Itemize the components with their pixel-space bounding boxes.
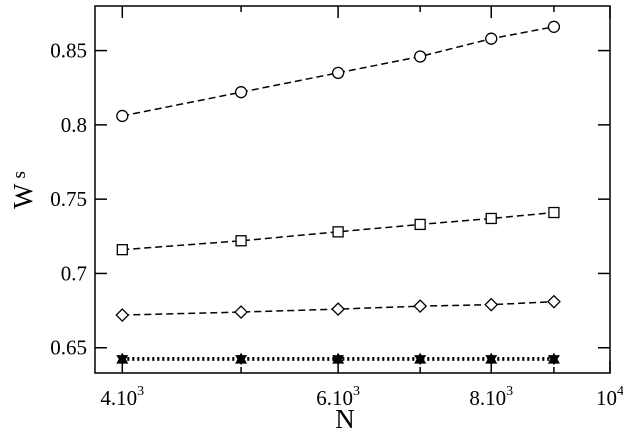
data-point-square xyxy=(116,244,128,256)
data-point-diamond xyxy=(115,308,130,322)
y-axis-title-main: W xyxy=(8,183,38,209)
series-diamond xyxy=(115,294,561,322)
plot-frame xyxy=(94,5,611,374)
x-tick-label: 4.103 xyxy=(100,384,144,410)
y-tick-label: 0.7 xyxy=(61,261,87,285)
x-tick-label-base: 4.10 xyxy=(100,386,137,410)
series-triangle-up xyxy=(116,352,560,364)
x-tick-label-exponent: 3 xyxy=(353,384,360,399)
data-point-circle xyxy=(331,66,345,80)
data-point-square xyxy=(485,212,497,225)
data-point-diamond xyxy=(331,302,346,317)
series-line xyxy=(122,26,555,117)
data-point-diamond xyxy=(484,297,499,312)
data-point-circle xyxy=(234,86,248,99)
y-tick-label: 0.8 xyxy=(61,113,87,137)
y-axis-title: Ws xyxy=(8,171,38,209)
data-point-square xyxy=(414,218,426,231)
data-point-circle xyxy=(547,20,561,33)
data-point-circle xyxy=(485,32,498,45)
x-tick-label: 6.103 xyxy=(316,384,360,410)
y-tick-label: 0.85 xyxy=(50,39,87,63)
x-tick-label: 104 xyxy=(596,384,623,410)
series-square xyxy=(116,206,560,256)
ticks-layer: 0.650.70.750.80.854.103 6.103 8.103 104 xyxy=(50,6,623,410)
data-point-square xyxy=(548,206,560,219)
data-point-triangle-up xyxy=(235,352,248,364)
y-tick-label: 0.75 xyxy=(50,187,87,211)
y-axis-title-subscript: s xyxy=(9,171,30,178)
x-tick-label-exponent: 4 xyxy=(617,384,623,399)
data-point-circle xyxy=(116,109,129,123)
data-point-triangle-up xyxy=(414,352,427,364)
y-tick-label: 0.65 xyxy=(50,336,87,360)
x-tick-label-base: 8.10 xyxy=(469,386,506,410)
data-point-triangle-up xyxy=(485,352,498,364)
data-point-square xyxy=(235,235,247,247)
data-point-triangle-up xyxy=(116,352,129,364)
data-point-square xyxy=(332,226,344,238)
x-tick-label-exponent: 3 xyxy=(506,384,513,399)
x-tick-label: 8.103 xyxy=(469,384,513,410)
data-point-triangle-up xyxy=(547,352,560,364)
data-point-diamond xyxy=(413,299,428,314)
data-point-diamond xyxy=(234,305,248,320)
series-line xyxy=(122,211,554,251)
series-circle xyxy=(116,20,561,123)
series-line xyxy=(122,300,554,316)
x-tick-label-exponent: 3 xyxy=(137,384,144,399)
data-point-diamond xyxy=(547,294,561,309)
x-tick-label-base: 6.10 xyxy=(316,386,353,410)
x-tick-label-base: 10 xyxy=(596,386,617,410)
data-point-triangle-up xyxy=(332,352,345,364)
data-point-circle xyxy=(414,50,427,63)
series-layer xyxy=(115,20,561,366)
x-axis-title: N xyxy=(335,404,355,433)
